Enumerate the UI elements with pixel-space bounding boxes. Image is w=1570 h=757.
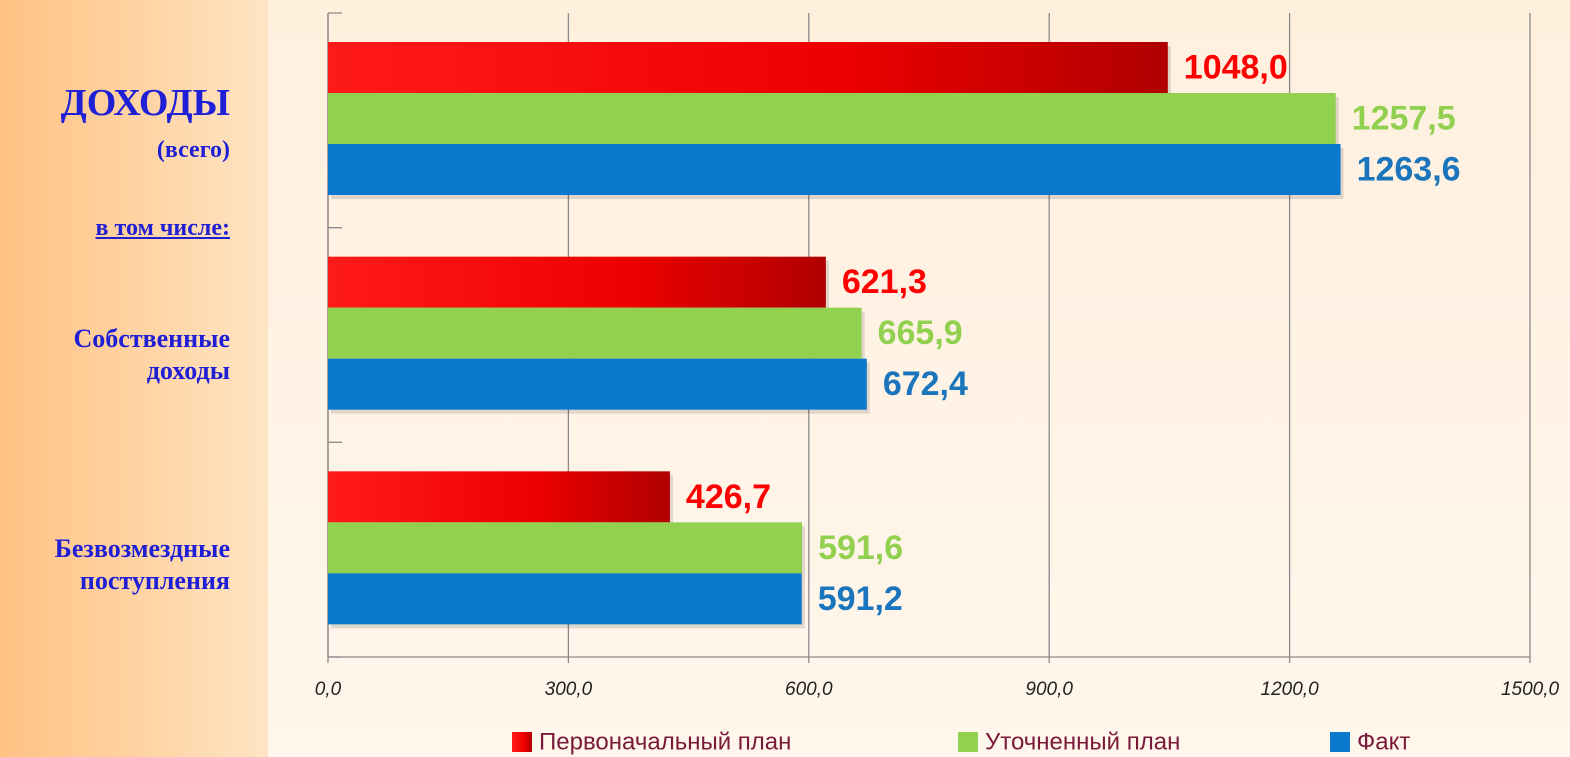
value-label: 672,4 [883,365,968,403]
value-label: 426,7 [686,478,771,516]
value-label: 591,6 [818,529,903,567]
bar [328,93,1336,144]
value-label: 621,3 [842,263,927,301]
value-label: 1257,5 [1352,99,1456,137]
value-label: 591,2 [818,580,903,618]
bar [328,307,862,359]
category-panel: ДОХОДЫ (всего) в том числе: Собственные … [0,0,268,757]
bar [328,471,670,523]
value-label: 1048,0 [1184,48,1288,86]
value-label: 665,9 [878,314,963,352]
legend-label: Первоначальный план [539,728,791,755]
category-label: ДОХОДЫ [60,82,230,124]
bar [328,358,867,410]
annotation: в том числе: [95,215,230,241]
bar [328,42,1168,93]
legend-label: Факт [1357,728,1410,755]
bar [328,256,826,308]
legend-swatch [958,732,978,752]
x-tick-label: 300,0 [545,679,593,700]
bar [328,522,803,574]
legend-swatch [1330,732,1350,752]
legend-swatch [512,732,532,752]
x-tick-label: 1200,0 [1261,679,1320,700]
category-label: Собственные доходы [73,324,230,385]
value-label: 1263,6 [1357,150,1461,188]
x-tick-label: 1500,0 [1501,679,1560,700]
category-label: Безвозмездные поступления [54,534,230,595]
x-tick-label: 0,0 [315,679,342,700]
x-tick-label: 600,0 [785,679,833,700]
legend-label: Уточненный план [985,728,1180,755]
bar [328,573,802,625]
x-tick-label: 900,0 [1025,679,1073,700]
annotation: (всего) [156,137,230,163]
bar [328,144,1341,195]
